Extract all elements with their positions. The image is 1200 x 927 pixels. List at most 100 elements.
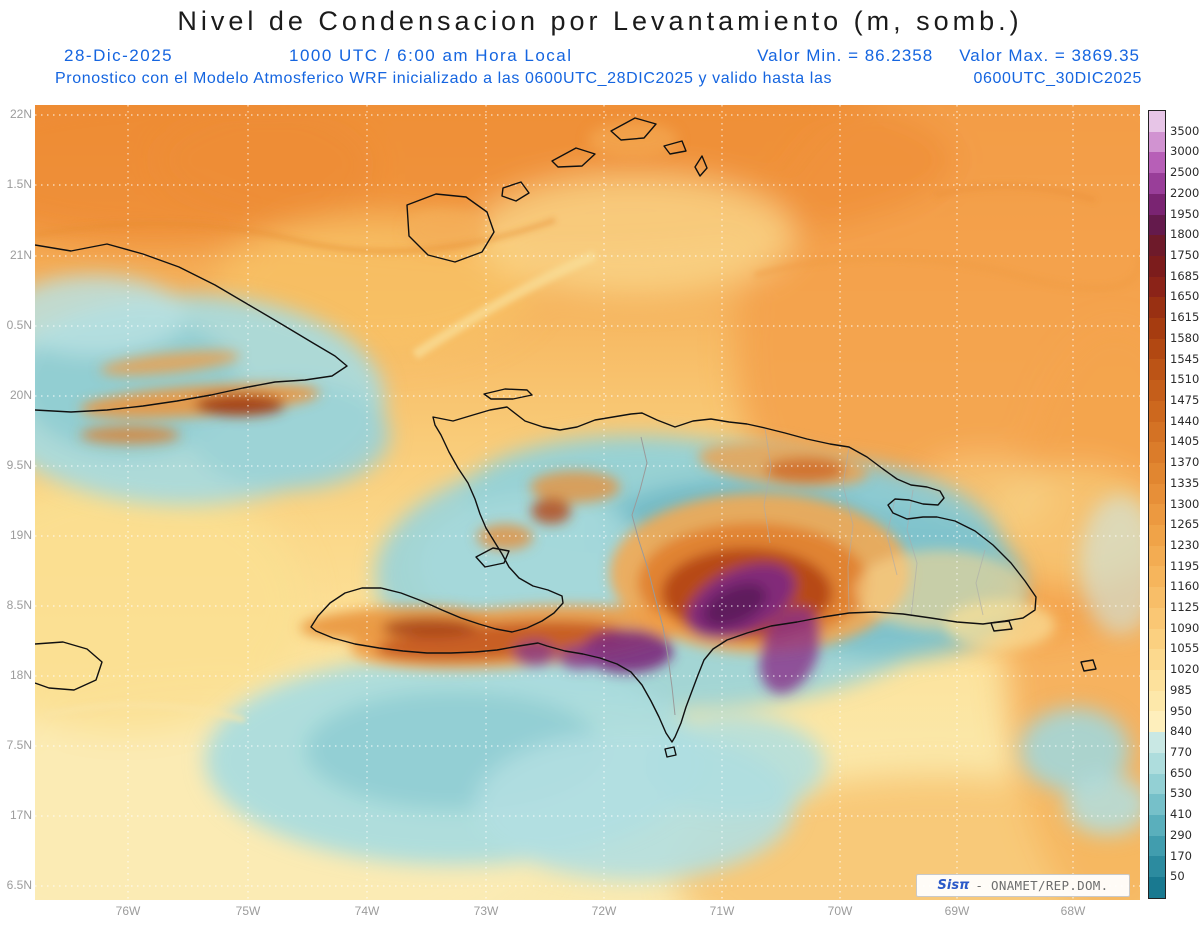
colorbar-swatch [1149,214,1165,236]
colorbar-tick-label: 3000 [1170,144,1200,159]
colorbar-swatch [1149,255,1165,277]
coastlines [35,117,1097,758]
graticule-gridlines [35,105,1140,900]
lat-tick-label: 20N [9,388,32,402]
lon-tick-label: 71W [709,904,735,918]
lat-tick-label: 8.5N [6,598,32,612]
colorbar-swatch [1149,504,1165,526]
colorbar-swatch [1149,545,1165,567]
model-info-right: 0600UTC_30DIC2025 [973,70,1142,87]
haiti-dr-border [631,436,676,716]
colorbar-tick-label: 2200 [1170,185,1200,200]
coastline-saona-island [990,620,1013,632]
colorbar-tick-label: 1950 [1170,206,1200,221]
colorbar-swatch [1149,835,1165,857]
colorbar-swatch [1149,877,1165,898]
colorbar-swatch [1149,235,1165,256]
lon-tick-label: 68W [1060,904,1086,918]
lat-tick-label: 19N [9,528,32,542]
coastline-gonave-island [475,547,510,568]
colorbar-swatch [1149,442,1165,463]
colorbar-tick-label: 1650 [1170,289,1200,304]
watermark-badge: Sisπ - ONAMET/REP.DOM. [916,874,1130,897]
colorbar-swatch [1149,380,1165,401]
colorbar-tick-label: 1265 [1170,517,1200,532]
field-streaks [35,183,1140,723]
lon-tick-label: 74W [354,904,380,918]
colorbar-tick-label: 985 [1170,682,1192,697]
colorbar-tick-label: 1510 [1170,372,1200,387]
lat-tick-label: 7.5N [6,738,32,752]
colorbar-swatch [1149,338,1165,360]
coastline-beata-island [664,746,677,758]
coastline-caicos-1 [551,147,596,168]
colorbar-swatch [1149,152,1165,174]
colorbar-tick-label: 1125 [1170,600,1200,615]
colorbar-tick-label: 1300 [1170,496,1200,511]
map-plot-area [35,105,1140,900]
colorbar-tick-label: 1685 [1170,268,1200,283]
colorbar-swatch [1149,711,1165,733]
colorbar-swatch [1149,794,1165,815]
colorbar-swatch [1149,649,1165,670]
coastline-jamaica [35,641,103,691]
colorbar-swatch [1149,359,1165,381]
colorbar-tick-label: 770 [1170,745,1192,760]
colorbar-tick-label: 170 [1170,848,1192,863]
lat-tick-label: 21N [9,248,32,262]
valid-date: 28-Dic-2025 [64,46,174,65]
watermark-suffix: - ONAMET/REP.DOM. [975,878,1109,893]
lon-tick-label: 76W [115,904,141,918]
colorbar-tick-label: 410 [1170,807,1192,822]
colorbar-swatch [1149,752,1165,774]
colorbar-tick-label: 1020 [1170,662,1200,677]
colorbar-swatch [1149,421,1165,443]
lon-tick-label: 69W [944,904,970,918]
colorbar-tick-label: 2500 [1170,165,1200,180]
model-info-line: Pronostico con el Modelo Atmosferico WRF… [55,70,1142,88]
colorbar-tick-label: 530 [1170,786,1192,801]
colorbar-swatch [1149,131,1165,153]
colorbar-swatch [1149,318,1165,339]
coastline-cuba [35,243,348,413]
lat-tick-label: 22N [9,107,32,121]
colorbar-tick-label: 1615 [1170,310,1200,325]
colorbar-tick-label: 1230 [1170,537,1200,552]
colorbar-tick-label: 840 [1170,724,1192,739]
valid-time: 1000 UTC / 6:00 am Hora Local [289,46,573,65]
colorbar-tick-label: 1475 [1170,392,1200,407]
colorbar-swatch [1149,690,1165,712]
colorbar-swatch [1149,483,1165,505]
high-lcl-mountain-regions [80,122,1055,694]
colorbar-swatch [1149,669,1165,691]
coastline-grand-turk [694,155,708,177]
value-min: Valor Min. = 86.2358 [757,46,934,65]
colorbar-tick-label: 3500 [1170,123,1200,138]
coastline-little-inagua [501,181,530,202]
colorbar-tick-label: 1405 [1170,434,1200,449]
lon-tick-label: 70W [827,904,853,918]
lon-tick-label: 75W [235,904,261,918]
colorbar-tick-label: 1545 [1170,351,1200,366]
lat-tick-label: 1.5N [6,177,32,191]
colorbar-swatch [1149,193,1165,215]
colorbar-swatch [1149,462,1165,484]
coastline-caicos-3 [663,140,687,155]
colorbar-tick-label: 1160 [1170,579,1200,594]
colorbar-swatch [1149,400,1165,422]
colorbar-swatch [1149,732,1165,753]
colorbar-tick-label: 1370 [1170,455,1200,470]
colorbar-swatch [1149,566,1165,588]
coastline-hispaniola [310,406,1037,743]
coastline-great-inagua [406,193,495,263]
lat-tick-label: 6.5N [6,878,32,892]
colorbar-swatch [1149,773,1165,795]
colorbar-swatch [1149,111,1165,132]
lat-tick-label: 0.5N [6,318,32,332]
colorbar-tick-label: 650 [1170,765,1192,780]
colorbar-tick-label: 1055 [1170,641,1200,656]
colorbar-swatch [1149,814,1165,836]
colorbar-tick-label: 50 [1170,869,1185,884]
colorbar-tick-label: 1090 [1170,620,1200,635]
colorbar-tick-label: 1800 [1170,227,1200,242]
